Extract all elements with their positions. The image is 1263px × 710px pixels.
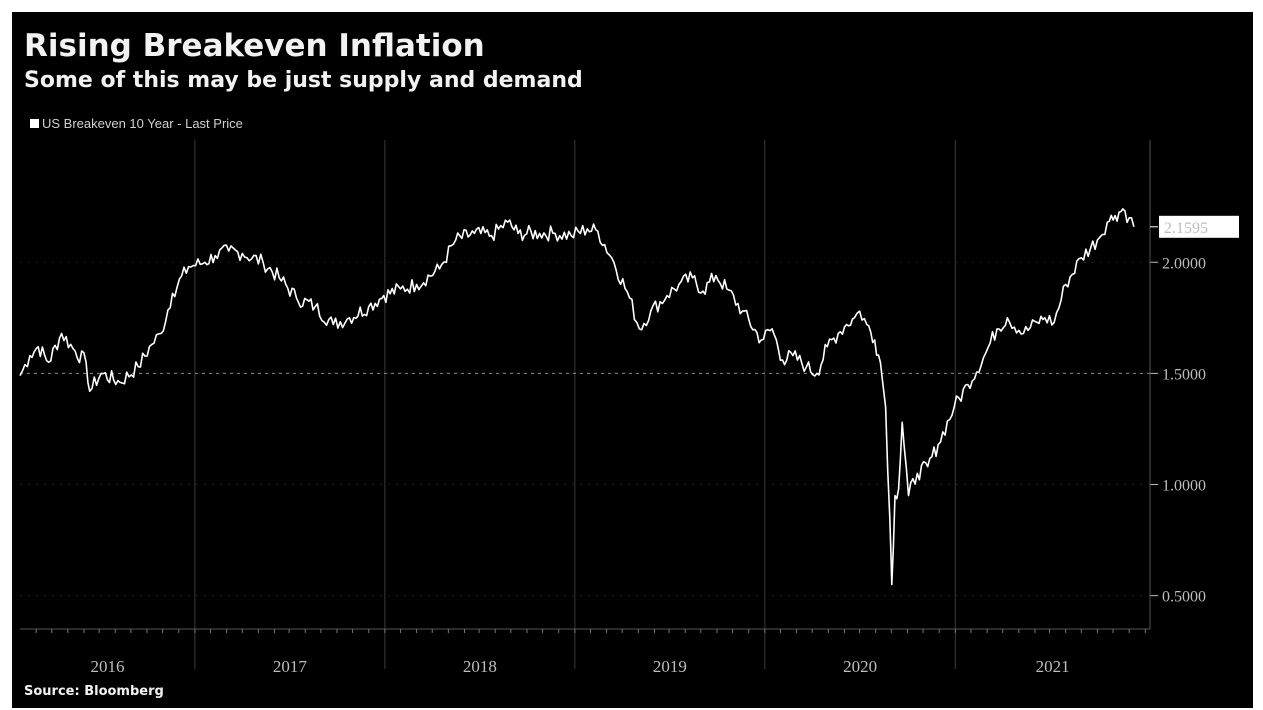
- series-line: [19, 208, 1135, 586]
- y-tick-label: 0.5000: [1162, 589, 1206, 606]
- x-year-label: 2017: [273, 657, 308, 676]
- x-year-label: 2018: [463, 657, 497, 676]
- legend-entry: US Breakeven 10 Year - Last Price: [42, 116, 243, 131]
- x-year-label: 2019: [653, 657, 687, 676]
- chart-frame: Rising Breakeven Inflation Some of this …: [12, 12, 1253, 708]
- y-tick-label: 1.5000: [1162, 366, 1206, 383]
- y-tick-label: 2.0000: [1162, 255, 1206, 272]
- y-tick-label: 1.0000: [1162, 478, 1206, 495]
- x-year-label: 2021: [1036, 657, 1070, 676]
- last-value-badge: [1159, 215, 1239, 238]
- source-note: Source: Bloomberg: [24, 684, 164, 699]
- chart-subtitle: Some of this may be just supply and dema…: [24, 68, 583, 93]
- x-year-label: 2020: [843, 657, 877, 676]
- chart-title: Rising Breakeven Inflation: [24, 28, 485, 64]
- legend: US Breakeven 10 Year - Last Price: [30, 116, 243, 131]
- x-year-label: 2016: [90, 657, 124, 676]
- legend-swatch: [30, 119, 39, 128]
- last-value-label: 2.1595: [1164, 220, 1208, 237]
- line-chart: 0.5000 1.0000 1.5000 2.0000 2016 2017 2018 2019…: [19, 140, 1239, 676]
